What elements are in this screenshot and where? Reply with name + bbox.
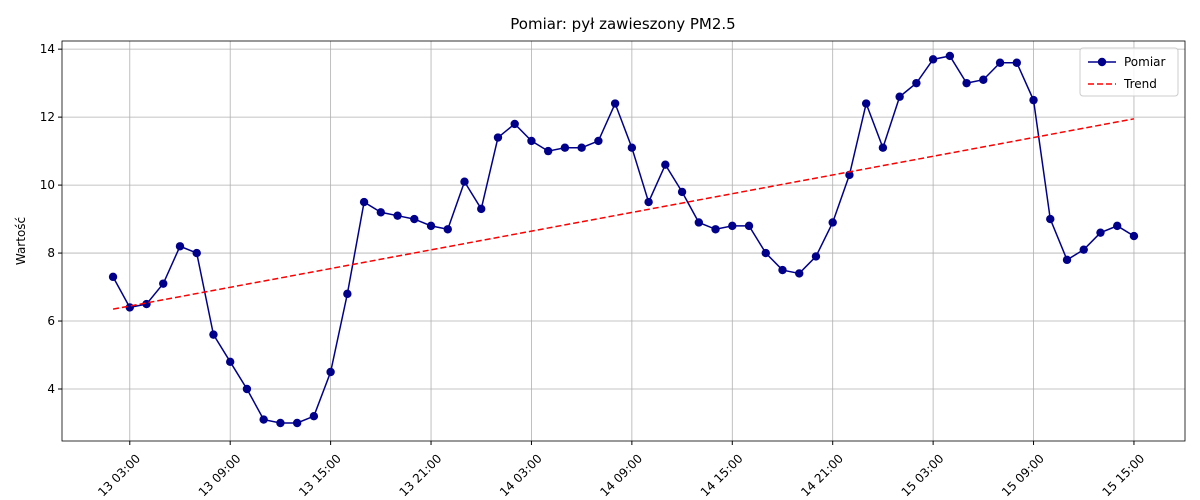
data-point [828, 218, 837, 227]
y-tick-label: 4 [47, 382, 55, 396]
data-point [912, 78, 921, 88]
data-point [1029, 95, 1038, 105]
y-tick-label: 12 [40, 110, 55, 124]
data-point [108, 272, 118, 282]
data-point [979, 75, 988, 84]
legend: Pomiar Trend [1079, 47, 1179, 97]
data-point [175, 242, 185, 251]
y-tick-label: 6 [47, 314, 55, 328]
x-tick-label: 15 03:00 [899, 451, 947, 499]
series-line [112, 55, 1135, 424]
data-point [326, 367, 335, 377]
y-axis-label: Wartość [14, 217, 28, 265]
data-point [225, 357, 235, 367]
legend-label: Trend [1123, 77, 1157, 91]
plot-frame [61, 40, 1186, 442]
data-point [276, 418, 285, 428]
data-point [460, 177, 469, 186]
x-tick-label: 14 15:00 [698, 451, 746, 499]
x-tick-label: 14 21:00 [798, 451, 846, 499]
data-point [694, 218, 704, 227]
y-tick-label: 14 [40, 42, 55, 56]
data-point [426, 221, 436, 231]
chart-title: Pomiar: pył zawieszony PM2.5 [510, 15, 735, 33]
x-tick-label: 13 09:00 [196, 451, 244, 499]
data-point [1096, 228, 1105, 237]
data-point [594, 136, 603, 146]
data-point [1113, 221, 1122, 231]
x-tick-label: 13 15:00 [296, 451, 344, 499]
data-point [242, 384, 252, 394]
data-point [443, 225, 452, 234]
data-point [393, 211, 402, 220]
data-point [1129, 231, 1139, 241]
data-point [510, 119, 519, 129]
x-tick-label: 13 03:00 [95, 451, 143, 499]
data-point [1079, 245, 1088, 254]
data-point [309, 411, 319, 421]
data-point [560, 143, 570, 152]
legend-marker [1097, 57, 1107, 67]
data-point [845, 170, 854, 180]
legend-label: Pomiar [1124, 55, 1166, 69]
data-point [1012, 58, 1022, 67]
data-point [928, 55, 938, 64]
data-point [259, 415, 268, 424]
data-point [376, 208, 386, 217]
data-point [1046, 214, 1055, 224]
data-point [711, 225, 720, 234]
data-point [209, 330, 218, 339]
data-point [945, 51, 955, 61]
x-tick-label: 15 15:00 [1099, 451, 1147, 499]
data-point [644, 197, 653, 207]
data-point [995, 58, 1005, 67]
data-point [343, 289, 352, 299]
data-point [811, 252, 821, 261]
data-point [728, 221, 737, 231]
x-tick-label: 14 03:00 [497, 451, 545, 499]
data-point [661, 160, 670, 169]
x-tick-label: 15 09:00 [999, 451, 1047, 499]
y-tick-label: 10 [40, 178, 55, 192]
data-point [477, 204, 486, 214]
data-point [159, 279, 168, 288]
data-point [410, 214, 419, 224]
data-point [192, 248, 201, 258]
x-tick-label: 14 09:00 [597, 451, 645, 499]
series-line [112, 118, 1135, 310]
data-point [795, 269, 804, 278]
data-point [878, 143, 888, 152]
data-point [125, 303, 134, 312]
data-point [543, 146, 553, 156]
data-point [761, 248, 770, 258]
data-point [744, 221, 754, 231]
data-point [359, 197, 369, 207]
data-point [677, 187, 687, 197]
data-point [962, 78, 971, 88]
data-point [292, 418, 302, 428]
data-point [1062, 255, 1072, 265]
data-point [577, 143, 586, 152]
data-point [493, 133, 503, 142]
data-point [610, 99, 620, 108]
data-point [778, 265, 787, 275]
data-point [627, 143, 637, 152]
x-tick-label: 13 21:00 [397, 451, 445, 499]
data-point [527, 136, 536, 146]
data-point [861, 99, 871, 108]
y-tick-label: 8 [47, 246, 55, 260]
data-point [895, 92, 904, 101]
